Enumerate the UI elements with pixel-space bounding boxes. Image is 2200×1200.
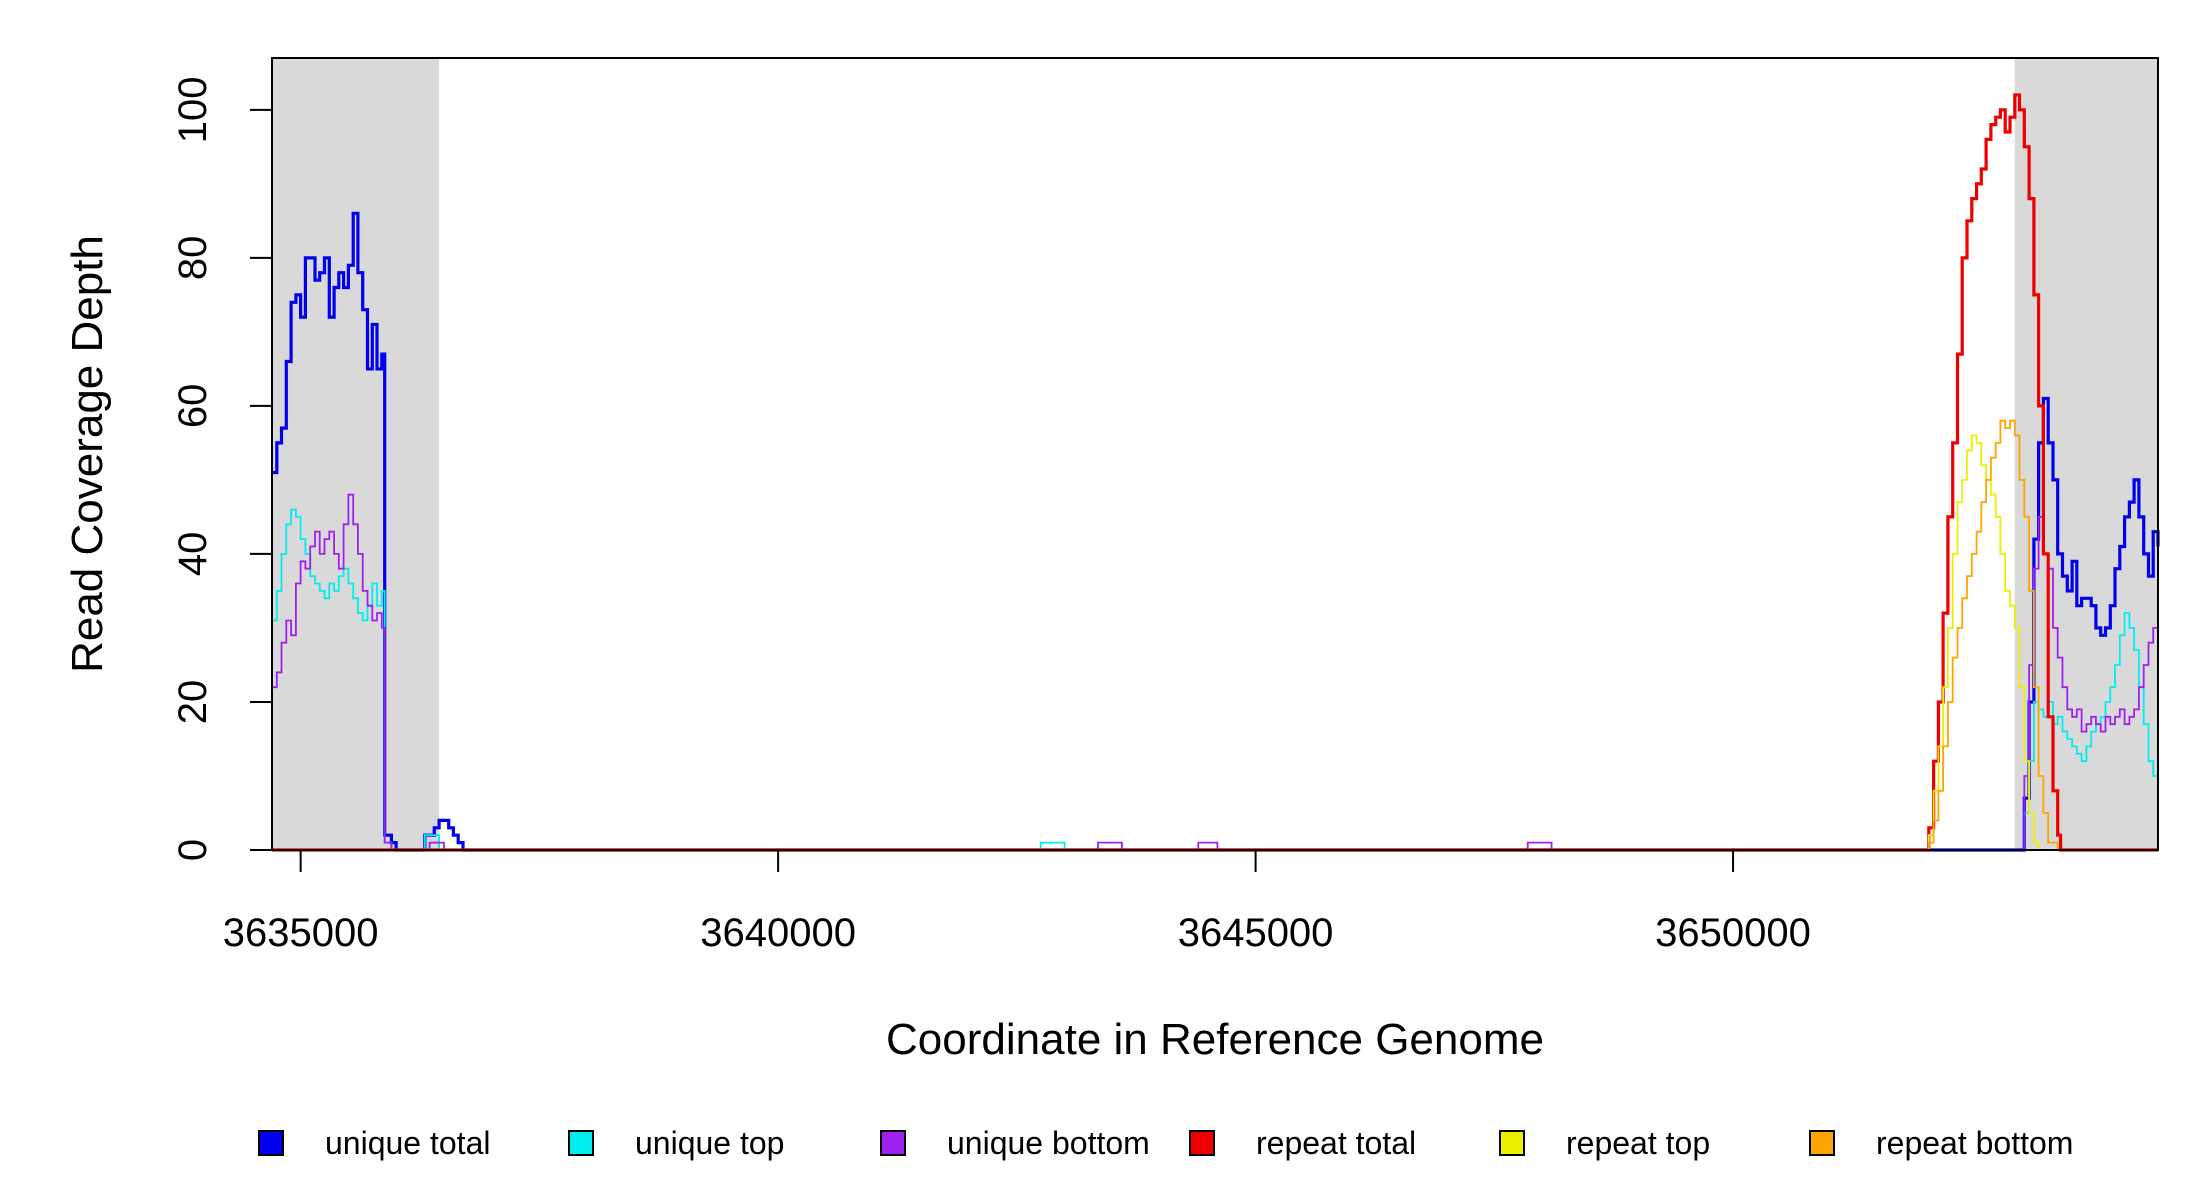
y-tick-label: 0 [171, 839, 215, 861]
legend-swatch-unique-bottom [880, 1130, 906, 1156]
legend-label-unique-bottom: unique bottom [947, 1125, 1150, 1161]
y-tick-label: 20 [171, 680, 215, 725]
y-tick-label: 100 [171, 76, 215, 143]
y-tick-label: 60 [171, 384, 215, 429]
x-tick-label: 3635000 [223, 911, 379, 955]
series-line-repeat-top [272, 434, 2158, 851]
series-line-unique-total [272, 211, 2160, 852]
x-axis: 3635000 3640000 3645000 3650000 [223, 849, 1811, 955]
series-line-repeat-total [272, 93, 2158, 852]
legend: unique total unique top unique bottom repea… [258, 1125, 2073, 1161]
series-line-unique-top [272, 508, 2159, 851]
legend-label-repeat-bottom: repeat bottom [1876, 1125, 2073, 1161]
legend-label-repeat-top: repeat top [1566, 1125, 1710, 1161]
legend-label-repeat-total: repeat total [1256, 1125, 1416, 1161]
legend-swatch-repeat-bottom [1809, 1130, 1835, 1156]
y-tick-label: 40 [171, 532, 215, 577]
legend-swatch-unique-top [568, 1130, 594, 1156]
y-axis: 0 20 40 60 80 100 [171, 76, 273, 861]
shaded-region-1 [272, 58, 440, 850]
series-line-unique-bottom [272, 493, 2159, 851]
x-tick-label: 3650000 [1655, 911, 1811, 955]
legend-swatch-unique-total [258, 1130, 284, 1156]
legend-label-unique-top: unique top [635, 1125, 784, 1161]
series-layer [272, 93, 2160, 852]
legend-swatch-repeat-total [1189, 1130, 1215, 1156]
legend-label-unique-total: unique total [325, 1125, 490, 1161]
y-axis-title: Read Coverage Depth [63, 235, 112, 673]
x-tick-label: 3645000 [1178, 911, 1334, 955]
plot-frame [271, 57, 2159, 851]
y-tick-label: 80 [171, 236, 215, 281]
x-tick-label: 3640000 [700, 911, 856, 955]
shaded-regions [272, 58, 2158, 850]
x-axis-title: Coordinate in Reference Genome [886, 1015, 1544, 1064]
series-line-repeat-bottom [272, 419, 2158, 851]
legend-swatch-repeat-top [1499, 1130, 1525, 1156]
